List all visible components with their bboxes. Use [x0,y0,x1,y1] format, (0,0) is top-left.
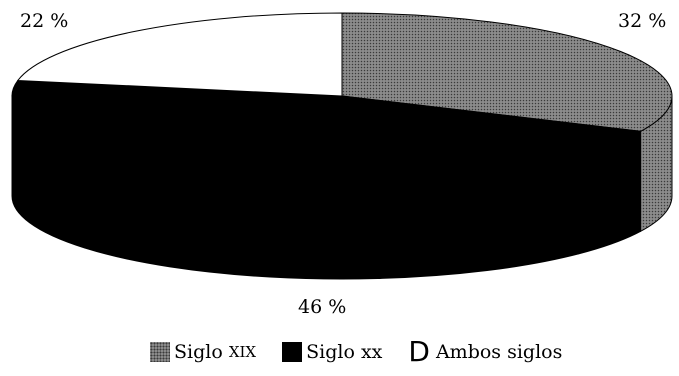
pie-side-walls [11,95,673,280]
pie-chart [11,12,673,280]
pie-top-face [11,12,673,180]
legend-swatch-dots [150,342,170,362]
legend-label-ambos-siglos: Ambos siglos [435,341,563,363]
legend-marker-d: D [408,335,430,368]
legend-item-siglo-xix: Siglo XIX [150,341,256,363]
slice-label-ambos-siglos: 22 % [20,10,69,32]
slice-label-siglo-xx: 46 % [298,296,347,318]
legend-label-siglo-xix-suffix: XIX [228,343,257,361]
pie-slice-2 [16,12,343,97]
legend-item-ambos-siglos: D Ambos siglos [408,338,562,366]
legend-label-siglo-xx-suffix: xx [360,341,383,363]
legend-label-siglo-xx-prefix: Siglo [306,341,355,363]
pie-slice-0 [341,12,673,132]
slice-label-siglo-xix: 32 % [618,10,667,32]
legend-label-siglo-xix-prefix: Siglo [174,341,223,363]
chart-legend: Siglo XIX Siglo xx D Ambos siglos [150,337,562,367]
legend-item-siglo-xx: Siglo xx [282,341,382,363]
pie-slice-1 [11,79,643,180]
legend-swatch-solid [282,342,303,362]
